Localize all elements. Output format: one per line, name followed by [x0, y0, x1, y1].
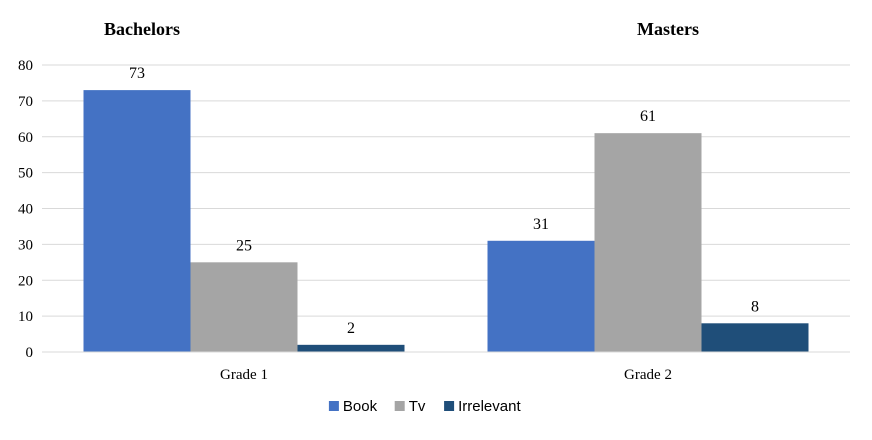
legend-item-book: Book	[328, 398, 378, 415]
group-titles: Bachelors Masters	[104, 19, 699, 39]
legend-label-irrelevant: Irrelevant	[458, 398, 521, 415]
y-tick-label-40: 40	[18, 202, 33, 218]
legend-swatch-tv	[394, 401, 405, 411]
legend-item-irrelevant: Irrelevant	[444, 398, 521, 415]
y-tick-label-20: 20	[18, 273, 33, 289]
bar-irrelevant-grade-2	[701, 323, 809, 352]
legend-label-tv: Tv	[409, 398, 426, 415]
legend-item-tv: Tv	[394, 398, 426, 415]
data-label-irrelevant-grade-2: 8	[751, 298, 759, 315]
data-label-book-grade-2: 31	[533, 216, 549, 233]
y-tick-label-70: 70	[18, 94, 33, 110]
legend-swatch-irrelevant	[444, 401, 455, 411]
y-tick-label-50: 50	[18, 166, 33, 182]
y-tick-label-80: 80	[18, 58, 33, 74]
group-title-bachelors: Bachelors	[104, 19, 180, 39]
category-label-grade-2: Grade 2	[624, 367, 672, 383]
legend-swatch-book	[328, 401, 339, 411]
bar-irrelevant-grade-1	[297, 344, 405, 352]
group-title-masters: Masters	[637, 19, 699, 39]
bar-tv-grade-1	[190, 262, 298, 352]
data-label-tv-grade-1: 25	[236, 237, 252, 254]
y-tick-label-60: 60	[18, 130, 33, 146]
bar-book-grade-1	[83, 90, 191, 353]
data-label-irrelevant-grade-1: 2	[347, 320, 355, 337]
bar-book-grade-2	[487, 240, 595, 352]
legend: Book Tv Irrelevant	[328, 398, 521, 415]
data-labels: 73 25 2 31 61 8	[129, 65, 759, 337]
data-label-book-grade-1: 73	[129, 65, 145, 82]
bars	[83, 90, 809, 353]
y-tick-label-0: 0	[26, 345, 34, 361]
y-tick-label-30: 30	[18, 237, 33, 253]
x-axis: Grade 1 Grade 2	[42, 351, 850, 383]
y-tick-label-10: 10	[18, 309, 33, 325]
bar-tv-grade-2	[594, 133, 702, 352]
data-label-tv-grade-2: 61	[640, 108, 656, 125]
y-axis: 0 10 20 30 40 50 60 70 80	[18, 58, 33, 361]
legend-label-book: Book	[343, 398, 378, 415]
category-label-grade-1: Grade 1	[220, 367, 268, 383]
